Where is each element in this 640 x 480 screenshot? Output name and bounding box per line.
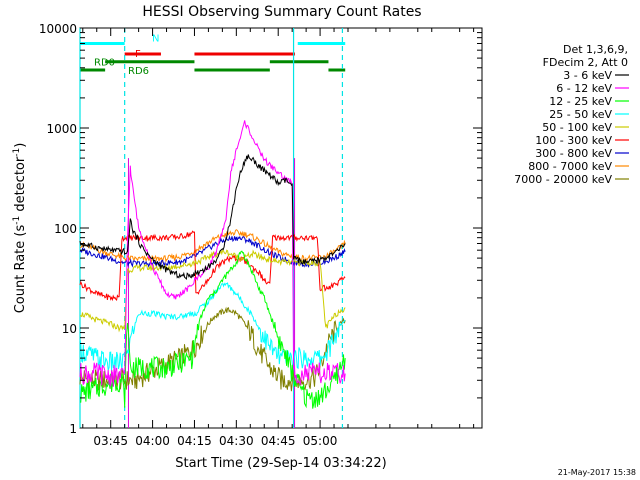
x-tick-label: 04:15 bbox=[177, 434, 212, 448]
legend-label: 6 - 12 keV bbox=[556, 82, 612, 95]
legend-label: 800 - 7000 keV bbox=[528, 160, 612, 173]
series-line bbox=[79, 282, 346, 371]
flag-label: RD0 bbox=[94, 58, 115, 69]
x-tick-label: 04:30 bbox=[219, 434, 254, 448]
series-line bbox=[79, 230, 346, 302]
y-tick-label: 10 bbox=[62, 322, 77, 336]
x-tick-label: 03:45 bbox=[93, 434, 128, 448]
series-line bbox=[79, 306, 346, 392]
legend-label: 7000 - 20000 keV bbox=[514, 173, 612, 186]
y-tick-label: 1000 bbox=[46, 122, 77, 136]
legend: Det 1,3,6,9, FDecim 2, Att 0 3 - 6 keV6 … bbox=[514, 43, 629, 186]
flag-bars: NF RD0 RD6 bbox=[80, 33, 346, 77]
vertical-markers bbox=[79, 28, 344, 428]
series-line bbox=[79, 120, 346, 387]
legend-label: 25 - 50 keV bbox=[549, 108, 612, 121]
x-tick-label: 05:00 bbox=[303, 434, 338, 448]
x-tick-label: 04:45 bbox=[261, 434, 296, 448]
x-tick-label: 04:00 bbox=[135, 434, 170, 448]
series-lines bbox=[79, 120, 346, 409]
y-axis-label: Count Rate (s-1 detector-1) bbox=[12, 143, 28, 314]
y-tick-label: 100 bbox=[54, 222, 77, 236]
legend-label: 12 - 25 keV bbox=[549, 95, 612, 108]
flag-label: N bbox=[152, 33, 159, 44]
y-tick-label: 1 bbox=[69, 422, 77, 436]
chart-title: HESSI Observing Summary Count Rates bbox=[142, 4, 421, 20]
legend-label: 50 - 100 keV bbox=[542, 121, 612, 134]
legend-label: 3 - 6 keV bbox=[563, 69, 612, 82]
x-axis-label: Start Time (29-Sep-14 03:34:22) bbox=[175, 456, 386, 471]
series-line bbox=[80, 250, 346, 409]
legend-label: 300 - 800 keV bbox=[535, 147, 612, 160]
flag-label: F bbox=[135, 49, 141, 60]
y-axis-ticks: 1 10 100 1000 10000 bbox=[39, 22, 482, 436]
legend-label: 100 - 300 keV bbox=[535, 134, 612, 147]
flag-label: RD6 bbox=[128, 66, 149, 77]
y-tick-label: 10000 bbox=[39, 22, 77, 36]
series-line bbox=[79, 154, 346, 280]
plot-frame bbox=[79, 27, 483, 429]
footer-date: 21-May-2017 15:38 bbox=[558, 468, 636, 477]
legend-header-line-2: FDecim 2, Att 0 bbox=[543, 56, 628, 69]
legend-header-line-1: Det 1,3,6,9, bbox=[563, 43, 628, 56]
x-axis-ticks: 03:45 04:00 04:15 04:30 04:45 05:00 bbox=[82, 28, 475, 448]
